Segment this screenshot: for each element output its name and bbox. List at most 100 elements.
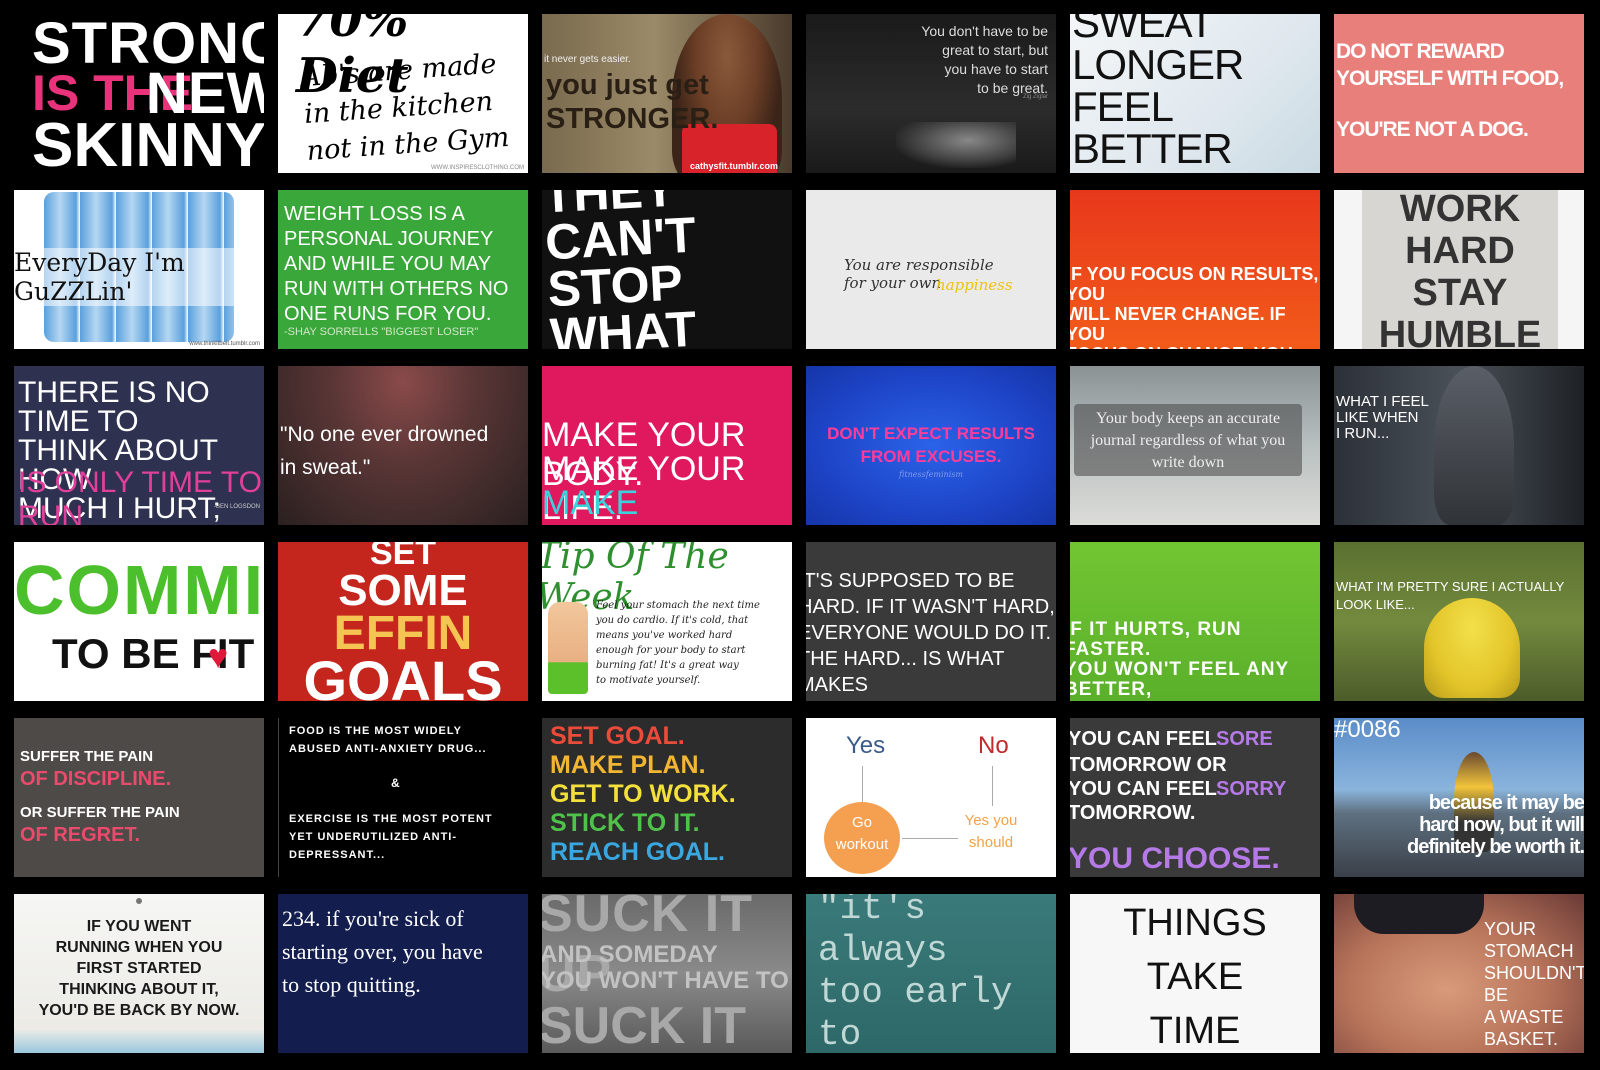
tile-set-goal: SET GOAL. MAKE PLAN. GET TO WORK. STICK …: [542, 718, 792, 877]
tile-drowned-sweat: "No one ever drowned in sweat.": [278, 366, 528, 525]
catch-text: THEY CAN'T STOP WHAT THEY CAN'T CATCH: [542, 190, 698, 349]
tile-things-time: THINGS TAKE TIME: [1070, 894, 1320, 1053]
work-hard-panel: [1362, 190, 1558, 349]
line-is-the: IS THE: [32, 65, 194, 121]
no-label: No: [978, 732, 1009, 759]
goals-text: GOALS: [303, 649, 503, 701]
no-time-run: IS ONLY TIME TO RUN: [18, 466, 262, 525]
tile-suck-it-up: SUCK IT UP AND SOMEDAY YOU WON'T HAVE TO…: [542, 894, 792, 1053]
anxiety-c: EXERCISE IS THE MOST POTENT YET UNDERUTI…: [289, 813, 493, 861]
sick-text: 234. if you're sick of starting over, yo…: [282, 906, 483, 997]
journal-box: [1074, 404, 1302, 476]
tile-strong-new-skinny: STRONG IS THE NEW SKINNY: [14, 14, 264, 173]
expect-credit: fitnessfeminism: [899, 470, 963, 479]
some-text: SOME: [338, 566, 468, 615]
journey-author: -SHAY SORRELLS "BIGGEST LOSER": [284, 326, 479, 338]
tile-tip-week: Tip Of The Week Feel your stomach the ne…: [542, 542, 792, 701]
tile-work-hard: WORK HARD STAY HUMBLE: [1334, 190, 1584, 349]
runner-photo: [1434, 366, 1514, 525]
suffer-c: OR SUFFER THE PAIN: [20, 804, 180, 821]
tile-supposed-hard: IT'S SUPPOSED TO BE HARD. IF IT WASN'T H…: [806, 542, 1056, 701]
tile-sick-starting: 234. if you're sick of starting over, yo…: [278, 894, 528, 1053]
happiness-word: happiness: [936, 276, 1013, 294]
tile-cant-catch: THEY CAN'T STOP WHAT THEY CAN'T CATCH: [542, 190, 792, 349]
set-text: SET: [369, 542, 437, 572]
tile-abs-kitchen: 70% Diet Ab's are made in the kitchen no…: [278, 14, 528, 173]
anxiety-amp: &: [391, 776, 400, 790]
sports-bra: [1354, 894, 1484, 934]
waist-illustration: [548, 602, 588, 694]
small-text: it never gets easier.: [544, 54, 631, 65]
tile-look-like: WHAT I'M PRETTY SURE I ACTUALLY LOOK LIK…: [1334, 542, 1584, 701]
sore-g: YOU CHOOSE.: [1070, 842, 1280, 875]
stronger-credit: cathysfit.tumblr.com: [690, 161, 779, 171]
goal-l5: REACH GOAL.: [550, 838, 725, 866]
sign-pin: [136, 898, 142, 904]
tile-dont-expect: DON'T EXPECT RESULTS FROM EXCUSES. fitne…: [806, 366, 1056, 525]
go-workout-text: Go workout: [835, 814, 889, 853]
guzzlin-credit: www.thinkitbeit.tumblr.com: [189, 341, 260, 347]
tile-body-journal: Your body keeps an accurate journal rega…: [1070, 366, 1320, 525]
sore-b: SORE: [1216, 728, 1273, 750]
worth-text: because it may be hard now, but it will …: [1406, 792, 1584, 858]
line-diet: 70% Diet: [296, 14, 409, 104]
work-hard-text: WORK HARD STAY HUMBLE: [1378, 190, 1542, 349]
yes-arrow: [862, 766, 863, 806]
goal-l3: GET TO WORK.: [550, 780, 736, 808]
tile-no-food-reward: DO NOT REWARD YOURSELF WITH FOOD, YOU'RE…: [1334, 14, 1584, 173]
runner-yellow: [1454, 752, 1494, 852]
drowned-text: "No one ever drowned in sweat.": [280, 423, 489, 479]
tile-guzzlin: EveryDay I'm GuZZLin' www.thinkitbeit.tu…: [14, 190, 264, 349]
make-life-line: MAKE YOUR LIFE.: [542, 450, 746, 525]
tile-run-feel: WHAT I FEEL LIKE WHEN I RUN...: [1334, 366, 1584, 525]
sore-d: YOU CAN FEEL: [1070, 778, 1217, 800]
tile-started-running: IF YOU WENT RUNNING WHEN YOU FIRST START…: [14, 894, 264, 1053]
tip-text: Feel your stomach the next time you do c…: [596, 600, 760, 686]
run-feel-text: WHAT I FEEL LIKE WHEN I RUN...: [1336, 393, 1429, 442]
no-time-author: -BEN LOGSDON: [213, 504, 260, 510]
sweat-text: SWEAT LONGER FEEL BETTER: [1072, 14, 1244, 172]
tile-happiness: You are responsible for your own happine…: [806, 190, 1056, 349]
no-arrow: [992, 766, 993, 806]
to-be-fit-text: TO BE FIT: [52, 630, 255, 677]
go-workout-circle: [824, 802, 900, 874]
worth-num: #0086: [1334, 718, 1401, 743]
heart-icon: ♥: [208, 638, 229, 676]
anxiety-a: FOOD IS THE MOST WIDELY ABUSED ANTI-ANXI…: [289, 725, 487, 755]
tile-just-get-stronger: it never gets easier. you just get STRON…: [542, 14, 792, 173]
focus-text: IF YOU FOCUS ON RESULTS, YOU WILL NEVER …: [1070, 264, 1319, 349]
red-sports-top: [682, 124, 777, 173]
abs-text: Ab's are made in the kitchen not in the …: [300, 48, 511, 167]
goal-l1: SET GOAL.: [550, 722, 685, 750]
great-text: You don't have to be great to start, but…: [921, 23, 1048, 96]
sore-a: YOU CAN FEEL: [1070, 728, 1217, 750]
abs-credit: WWW.INSPIRESCLOTHING.COM: [431, 165, 524, 171]
line-skinny: SKINNY: [32, 111, 264, 173]
sore-c: TOMORROW OR: [1070, 754, 1227, 776]
early-text: "it's always too early to quit": [818, 894, 1013, 1053]
line-new: NEW: [146, 61, 264, 126]
tile-too-early: "it's always too early to quit": [806, 894, 1056, 1053]
tile-worth-it: #0086 because it may be hard now, but it…: [1334, 718, 1584, 877]
tile-run-faster: IF IT HURTS, RUN FASTER. YOU WON'T FEEL …: [1070, 542, 1320, 701]
tile-personal-journey: WEIGHT LOSS IS A PERSONAL JOURNEY AND WH…: [278, 190, 528, 349]
should-text: Yes you should: [964, 812, 1018, 851]
tile-make-body: MAKE YOUR BODY. MAKE YOUR LIFE. MAKE YOU…: [542, 366, 792, 525]
tile-waste-basket: YOUR STOMACH SHOULDN'T BE A WASTE BASKET…: [1334, 894, 1584, 1053]
expect-text: DON'T EXPECT RESULTS FROM EXCUSES.: [827, 424, 1035, 466]
suck-l1: SUCK IT UP: [542, 894, 753, 1003]
make-yourself-line: MAKE YOURSELF.: [542, 484, 731, 525]
tile-sore-sorry: YOU CAN FEEL SORE TOMORROW OR YOU CAN FE…: [1070, 718, 1320, 877]
yes-label: Yes: [846, 732, 886, 759]
motivation-collage: STRONG IS THE NEW SKINNY 70% Diet Ab's a…: [14, 14, 1586, 1060]
tile-sweat-longer: SWEAT LONGER FEEL BETTER: [1070, 14, 1320, 173]
suck-l2: AND SOMEDAY YOU WON'T HAVE TO: [542, 941, 789, 994]
back-arrow: [902, 838, 958, 839]
tile-focus-results: IF YOU FOCUS ON RESULTS, YOU WILL NEVER …: [1070, 190, 1320, 349]
sore-e: SORRY: [1216, 778, 1287, 800]
journey-text: WEIGHT LOSS IS A PERSONAL JOURNEY AND WH…: [284, 203, 509, 325]
basket-text: YOUR STOMACH SHOULDN'T BE A WASTE BASKET…: [1484, 919, 1584, 1049]
faster-text: IF IT HURTS, RUN FASTER. YOU WON'T FEEL …: [1070, 619, 1299, 702]
sore-f: TOMORROW.: [1070, 802, 1196, 824]
